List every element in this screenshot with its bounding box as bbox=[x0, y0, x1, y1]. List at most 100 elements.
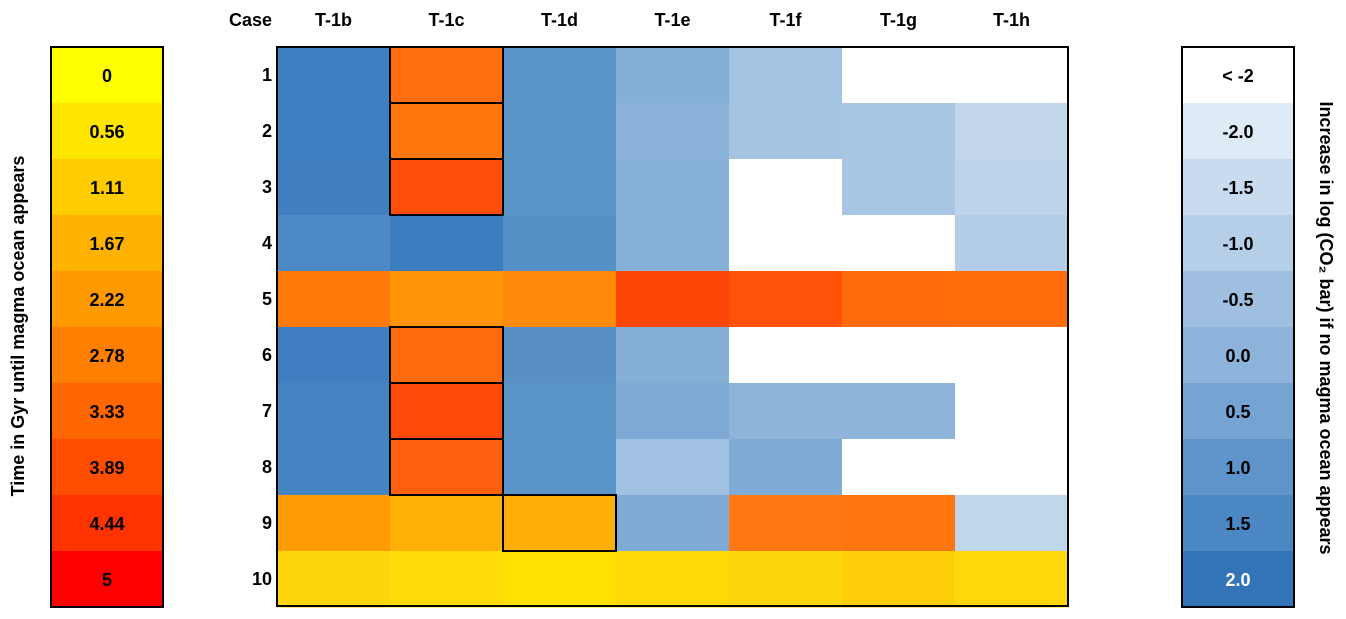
highlighted-cell-outline bbox=[502, 494, 617, 552]
heatmap-cell bbox=[616, 159, 730, 216]
heatmap-cell bbox=[390, 271, 504, 328]
heatmap-cell bbox=[503, 159, 617, 216]
legend-swatch bbox=[1182, 159, 1294, 216]
heatmap-cell bbox=[616, 215, 730, 272]
legend-swatch bbox=[1182, 271, 1294, 328]
heatmap-cell bbox=[729, 47, 843, 104]
legend-swatch bbox=[51, 215, 163, 272]
column-header: T-1h bbox=[993, 10, 1030, 30]
row-label: 8 bbox=[262, 457, 272, 477]
heatmap-cell bbox=[955, 383, 1069, 440]
heatmap-cell bbox=[616, 495, 730, 552]
heatmap-cell bbox=[955, 327, 1069, 384]
heatmap-border bbox=[276, 46, 1069, 607]
legend-label: 1.11 bbox=[90, 178, 124, 198]
heatmap-cell bbox=[277, 439, 391, 496]
row-label: 5 bbox=[262, 289, 272, 309]
legend-label: 4.44 bbox=[89, 514, 124, 534]
heatmap-cell bbox=[616, 551, 730, 608]
highlighted-cell-outline bbox=[389, 158, 504, 216]
heatmap-cell bbox=[390, 439, 504, 496]
heatmap-cell bbox=[842, 551, 956, 608]
heatmap-cell bbox=[842, 327, 956, 384]
legend-label: 1.67 bbox=[89, 234, 124, 254]
row-label: 9 bbox=[262, 513, 272, 533]
heatmap-cell bbox=[616, 327, 730, 384]
legend-label: 0.5 bbox=[1225, 402, 1250, 422]
heatmap-cells bbox=[277, 47, 1069, 608]
heatmap-outlines bbox=[389, 46, 617, 552]
row-label: 2 bbox=[262, 121, 272, 141]
heatmap-cell bbox=[842, 103, 956, 160]
heatmap-cell bbox=[390, 103, 504, 160]
row-labels: 1 2 3 4 5 6 7 8 9 10 bbox=[252, 65, 272, 589]
legend-swatch bbox=[51, 327, 163, 384]
heatmap-cell bbox=[955, 551, 1069, 608]
column-header: T-1b bbox=[315, 10, 352, 30]
legend-swatch bbox=[51, 439, 163, 496]
heatmap-cell bbox=[616, 47, 730, 104]
legend-label: 0.56 bbox=[89, 122, 124, 142]
heatmap-cell bbox=[729, 215, 843, 272]
heatmap-cell bbox=[842, 159, 956, 216]
heatmap-cell bbox=[842, 47, 956, 104]
legend-label: -0.5 bbox=[1222, 290, 1253, 310]
row-label: 6 bbox=[262, 345, 272, 365]
heatmap-cell bbox=[390, 495, 504, 552]
legend-swatch bbox=[1182, 551, 1294, 608]
heatmap-cell bbox=[955, 495, 1069, 552]
heatmap-cell bbox=[616, 103, 730, 160]
heatmap-cell bbox=[277, 159, 391, 216]
row-label: 4 bbox=[262, 233, 272, 253]
heatmap-cell bbox=[842, 495, 956, 552]
legend-swatch bbox=[1182, 439, 1294, 496]
heatmap-cell bbox=[842, 271, 956, 328]
heatmap-cell bbox=[390, 215, 504, 272]
heatmap-cell bbox=[616, 383, 730, 440]
heatmap-cell bbox=[390, 47, 504, 104]
legend-swatch bbox=[1182, 103, 1294, 160]
heatmap-cell bbox=[277, 495, 391, 552]
column-header: T-1c bbox=[428, 10, 464, 30]
left-legend-title: Time in Gyr until magma ocean appears bbox=[8, 156, 28, 497]
legend-swatch bbox=[51, 103, 163, 160]
heatmap-cell bbox=[729, 439, 843, 496]
legend-swatch bbox=[51, 271, 163, 328]
heatmap-cell bbox=[503, 47, 617, 104]
legend-border bbox=[50, 46, 164, 608]
legend-label: 2.22 bbox=[89, 290, 124, 310]
legend-swatch bbox=[1182, 383, 1294, 440]
legend-swatch bbox=[1182, 495, 1294, 552]
heatmap-cell bbox=[503, 103, 617, 160]
heatmap-cell bbox=[503, 215, 617, 272]
heatmap-cell bbox=[955, 103, 1069, 160]
heatmap-cell bbox=[277, 271, 391, 328]
legend-label: 2.78 bbox=[89, 346, 124, 366]
heatmap-cell bbox=[503, 327, 617, 384]
heatmap-cell bbox=[729, 551, 843, 608]
column-headers: T-1b T-1c T-1d T-1e T-1f T-1g T-1h bbox=[315, 10, 1030, 30]
heatmap-cell bbox=[503, 383, 617, 440]
heatmap-cell bbox=[616, 271, 730, 328]
legend-swatch bbox=[51, 159, 163, 216]
heatmap-cell bbox=[729, 327, 843, 384]
heatmap-cell bbox=[277, 383, 391, 440]
heatmap-cell bbox=[955, 215, 1069, 272]
legend-label: 2.0 bbox=[1225, 570, 1250, 590]
heatmap-cell bbox=[616, 439, 730, 496]
heatmap-cell bbox=[277, 103, 391, 160]
legend-label: -1.5 bbox=[1222, 178, 1253, 198]
legend-right: < -2 -2.0 -1.5 -1.0 -0.5 0.0 0.5 1.0 1.5 2.0 bbox=[1181, 46, 1295, 608]
legend-swatch bbox=[1182, 215, 1294, 272]
heatmap-cell bbox=[729, 159, 843, 216]
legend-label: 1.5 bbox=[1225, 514, 1250, 534]
row-label: 3 bbox=[262, 177, 272, 197]
heatmap-cell bbox=[842, 439, 956, 496]
legend-label: 1.0 bbox=[1225, 458, 1250, 478]
legend-swatch bbox=[51, 47, 163, 104]
row-label: 1 bbox=[262, 65, 272, 85]
heatmap-cell bbox=[390, 327, 504, 384]
heatmap-cell bbox=[390, 159, 504, 216]
legend-swatch bbox=[51, 495, 163, 552]
legend-swatch bbox=[1182, 47, 1294, 104]
